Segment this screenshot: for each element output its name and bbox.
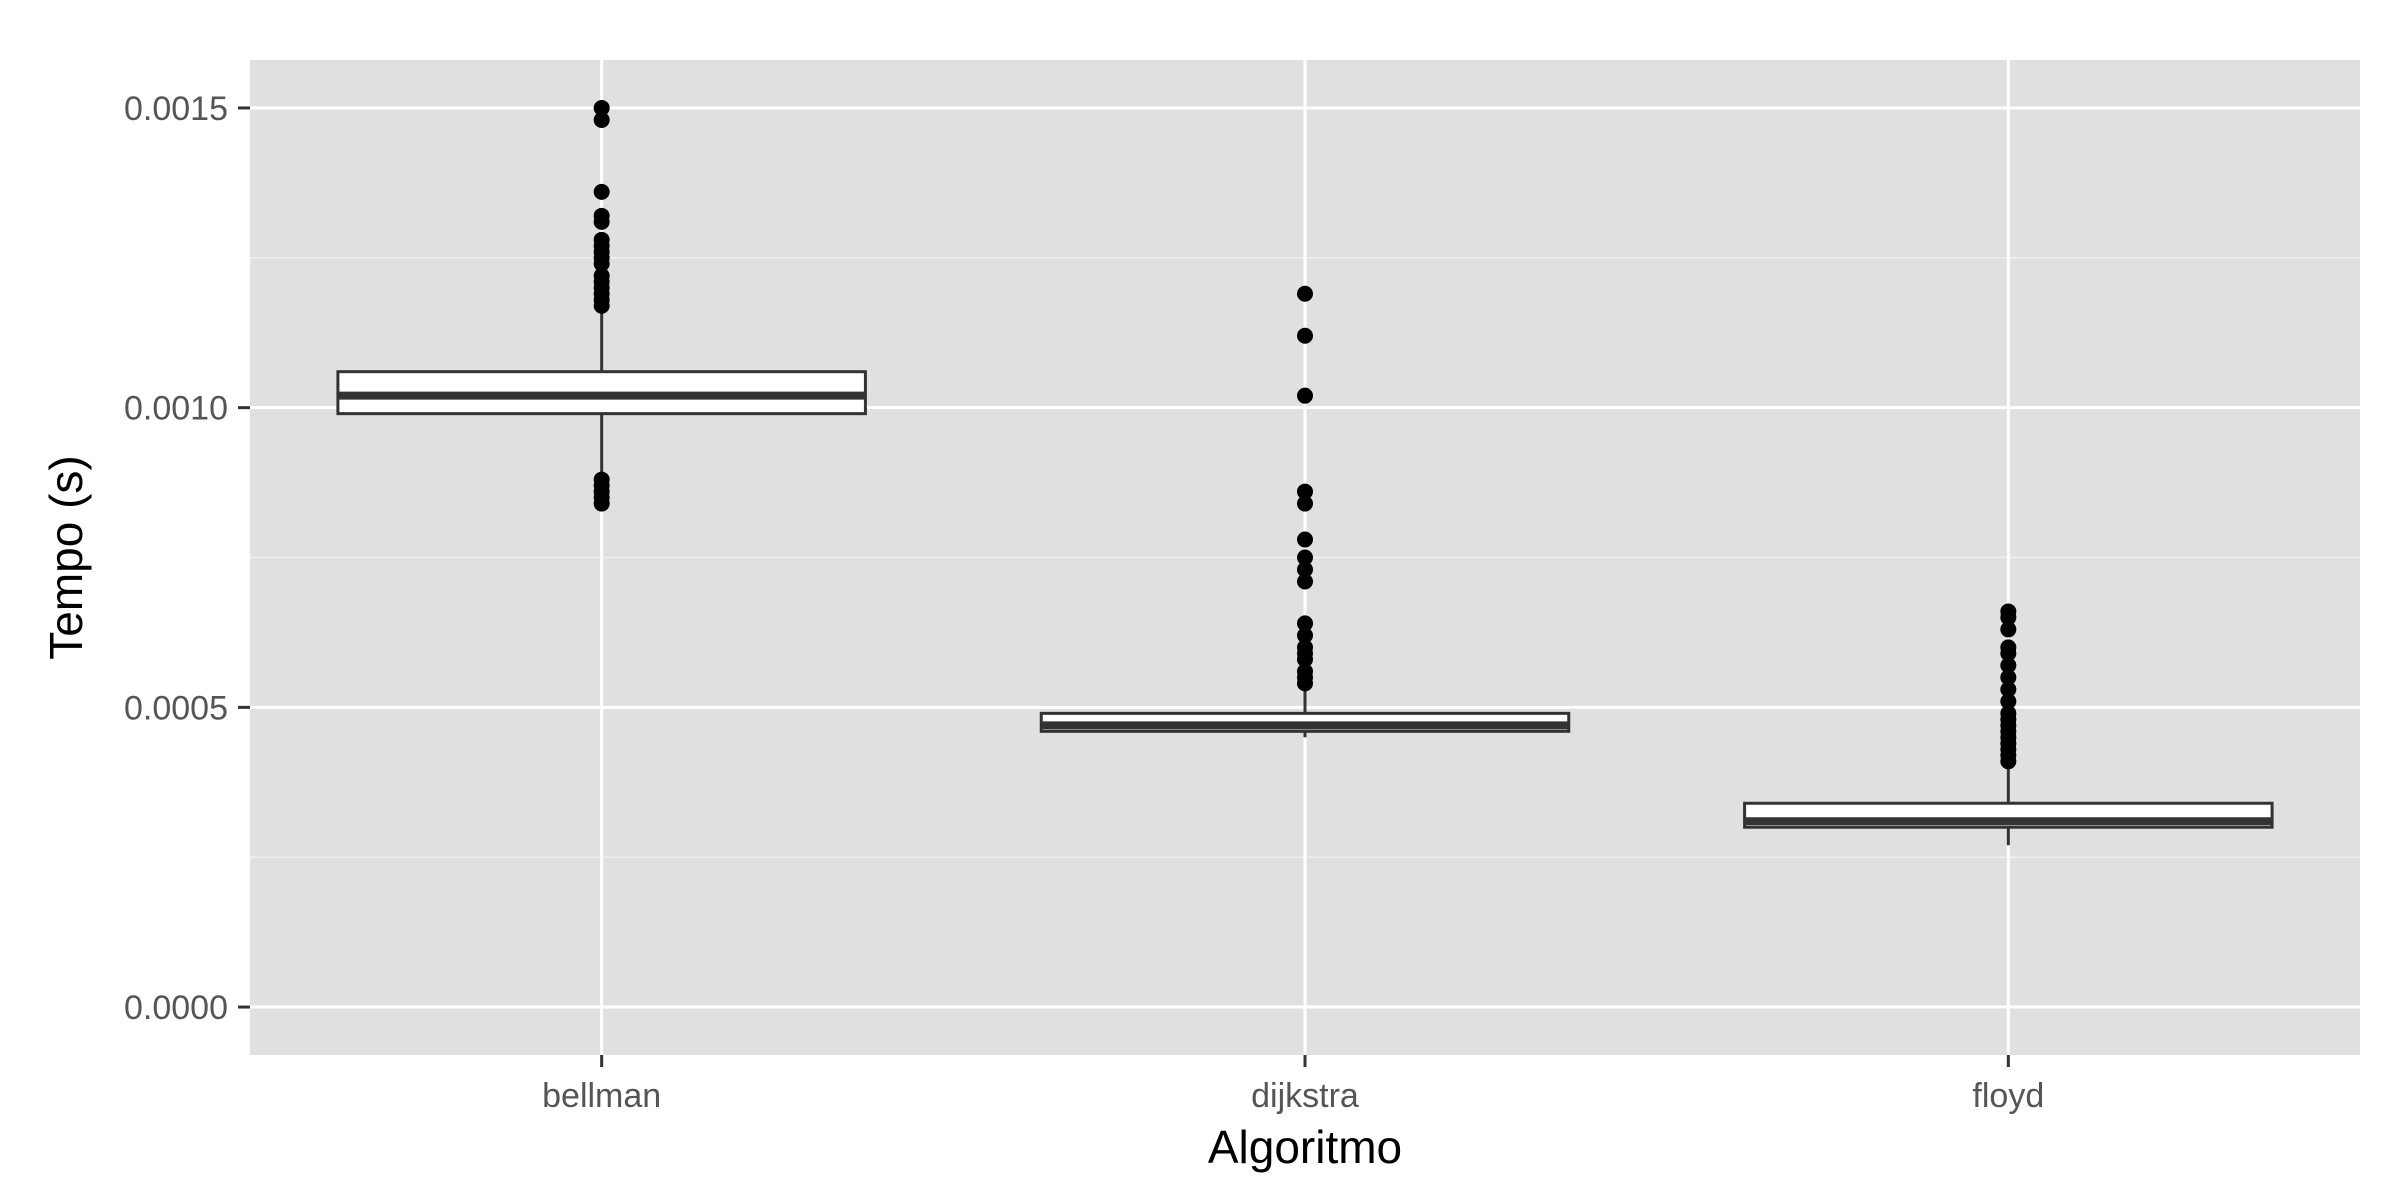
boxes-layer: [336, 99, 2274, 846]
outlier-point: [2000, 609, 2017, 626]
y-tick-label: 0.0010: [124, 390, 228, 428]
outlier-point: [1297, 387, 1313, 404]
x-tick-label-bellman: bellman: [542, 1077, 661, 1115]
outlier-point: [1297, 615, 1313, 632]
outlier-point: [593, 111, 610, 128]
outlier-point: [1297, 549, 1313, 566]
outlier-point: [2000, 645, 2017, 662]
outlier-point: [2000, 669, 2017, 686]
outlier-point: [1297, 573, 1313, 590]
outlier-point: [1297, 285, 1313, 302]
outlier-point: [1297, 561, 1313, 578]
box-bellman: [336, 99, 867, 512]
outlier-point: [1297, 495, 1313, 512]
x-tick-label-floyd: floyd: [1972, 1077, 2044, 1115]
outlier-point: [593, 255, 610, 272]
box-floyd: [1743, 603, 2274, 846]
outlier-point: [1297, 483, 1313, 500]
outlier-point: [2000, 621, 2017, 638]
x-axis: bellman dijkstra floyd: [542, 1055, 2044, 1115]
outlier-point: [593, 99, 610, 116]
y-tick-label: 0.0015: [124, 90, 228, 128]
y-tick-label: 0.0005: [124, 689, 228, 727]
outlier-point: [1297, 651, 1313, 668]
y-axis: 0.0000 0.0005 0.0010 0.0015: [124, 90, 250, 1027]
outlier-point: [2000, 657, 2017, 674]
x-axis-title: Algoritmo: [1208, 1121, 1402, 1173]
box-dijkstra: [1039, 285, 1571, 738]
outlier-point: [2000, 693, 2017, 710]
outlier-point: [593, 213, 610, 230]
outlier-point: [1297, 675, 1313, 692]
outlier-point: [1297, 627, 1313, 644]
outlier-point: [593, 183, 610, 200]
outlier-point: [2000, 753, 2017, 770]
outlier-point: [1297, 531, 1313, 548]
outlier-point: [593, 495, 610, 512]
outlier-point: [593, 297, 610, 314]
x-tick-label-dijkstra: dijkstra: [1251, 1077, 1359, 1115]
outlier-point: [2000, 681, 2017, 698]
y-axis-title: Tempo (s): [40, 455, 92, 659]
outlier-point: [1297, 327, 1313, 344]
y-tick-label: 0.0000: [124, 989, 228, 1027]
